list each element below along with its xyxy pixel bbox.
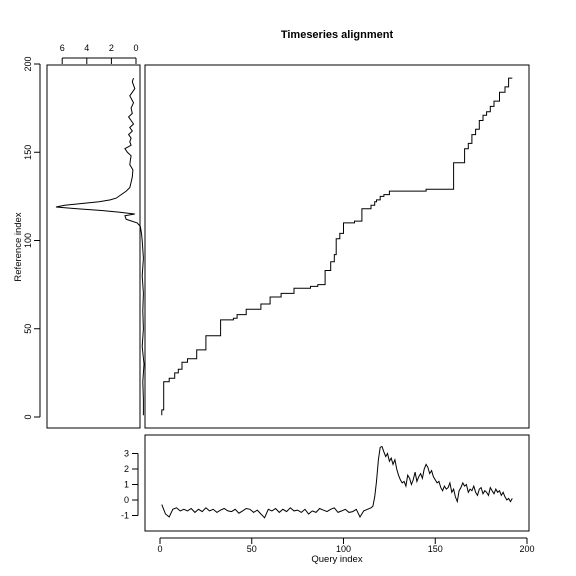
y-tick-label: 0 (23, 414, 33, 419)
reference-series-line (55, 77, 145, 416)
alignment-path (161, 77, 513, 416)
reference-plot-frame (46, 64, 141, 429)
query-y-tick-label: 2 (124, 464, 129, 474)
y-tick-label: 200 (23, 56, 33, 71)
query-y-tick-label: 1 (124, 480, 129, 490)
query-series-line (161, 445, 513, 519)
y-tick-label: 100 (23, 233, 33, 248)
y-tick-label: 50 (23, 324, 33, 334)
reference-tick-label: 0 (133, 43, 138, 53)
y-tick-label: 150 (23, 145, 33, 160)
query-y-tick-label: 0 (124, 495, 129, 505)
chart-title: Timeseries alignment (281, 29, 394, 41)
x-tick-label: 200 (519, 544, 534, 554)
query-y-tick-label: -1 (121, 511, 129, 521)
x-tick-label: 100 (336, 544, 351, 554)
reference-tick-label: 6 (60, 43, 65, 53)
reference-y-axis: 0 50 100 150 200 (23, 56, 41, 420)
x-axis-label: Query index (311, 554, 362, 565)
reference-value-axis: 6 4 2 0 (60, 43, 139, 64)
x-tick-label: 150 (428, 544, 443, 554)
query-y-axis: -1 0 1 2 3 (121, 449, 139, 521)
main-plot-frame (144, 64, 530, 429)
query-x-axis: 0 50 100 150 200 (157, 537, 535, 554)
reference-tick-label: 2 (109, 43, 114, 53)
x-tick-label: 0 (157, 544, 162, 554)
y-axis-label: Reference index (13, 212, 24, 281)
query-y-tick-label: 3 (124, 449, 129, 459)
reference-tick-label: 4 (84, 43, 89, 53)
query-plot-frame (144, 434, 530, 532)
x-tick-label: 50 (247, 544, 257, 554)
